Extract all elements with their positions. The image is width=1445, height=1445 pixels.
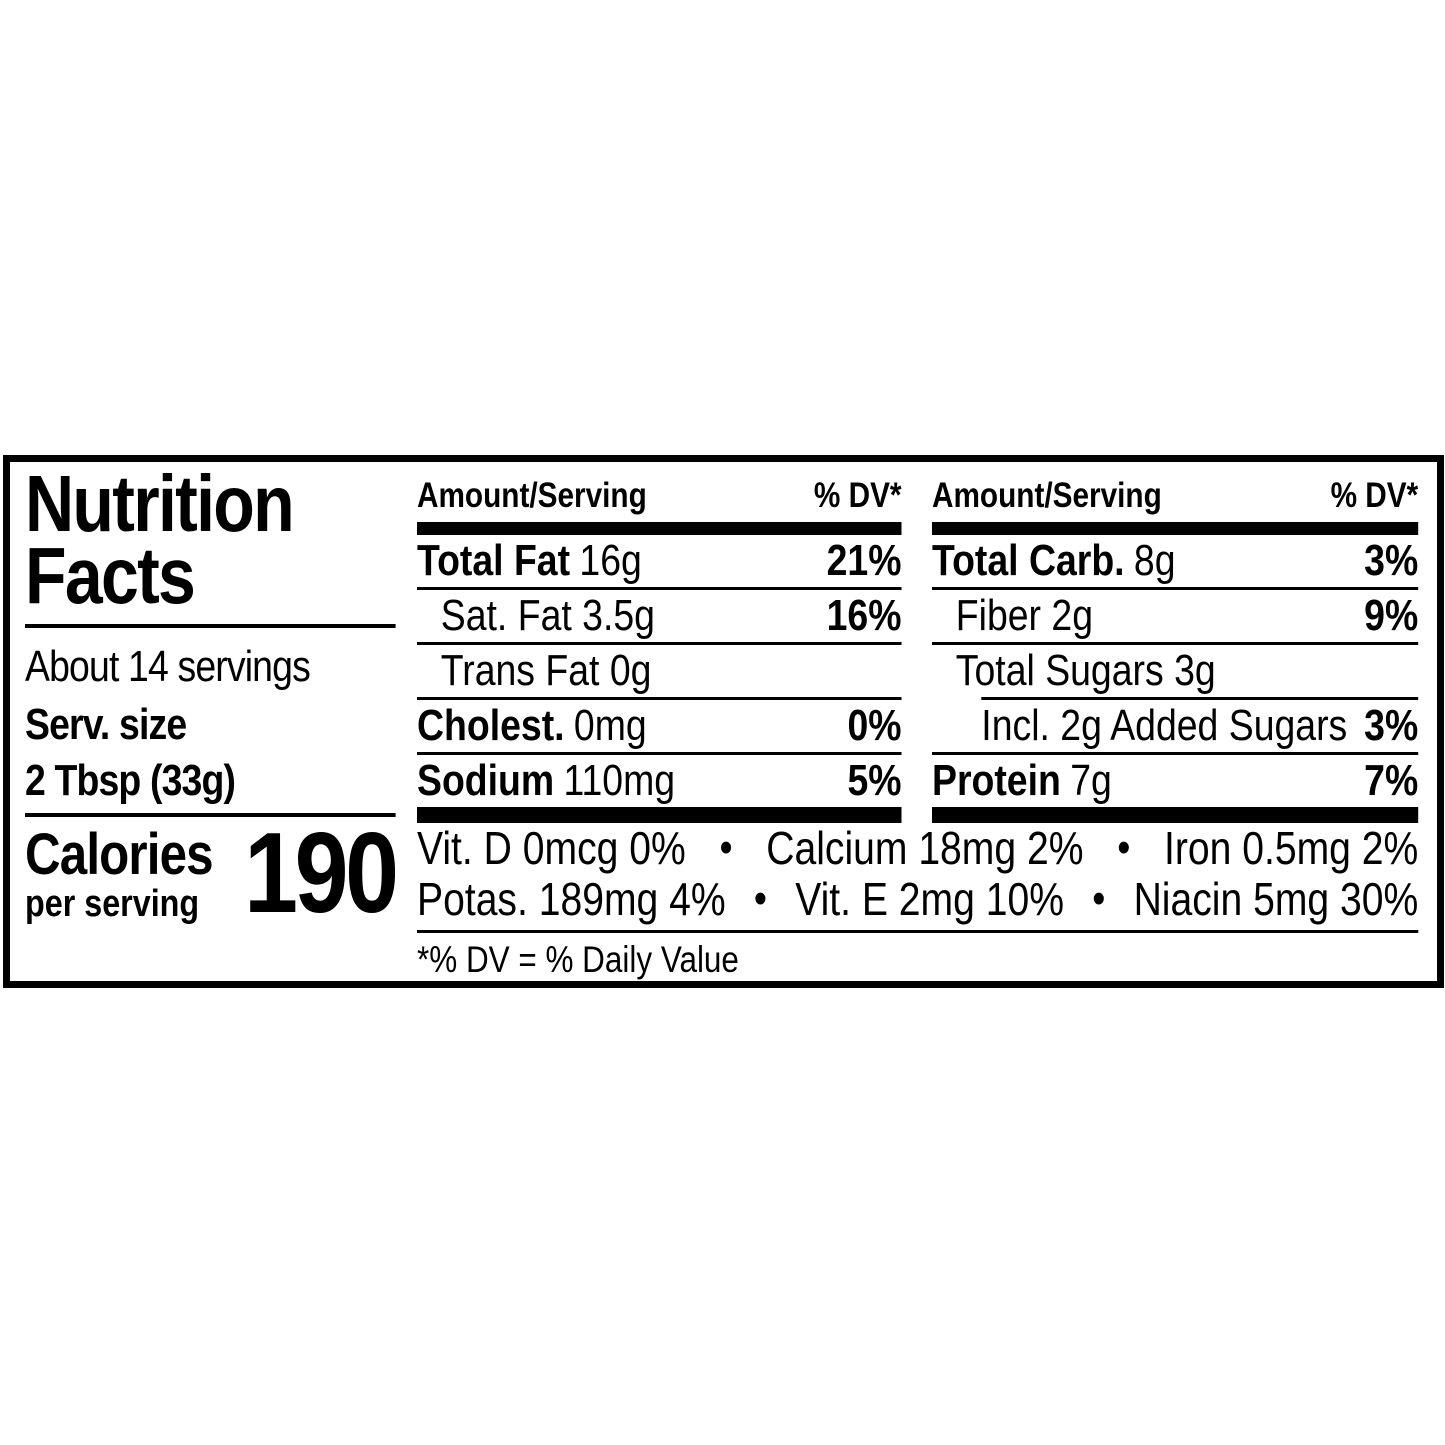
bullet-icon: • [1117, 822, 1131, 872]
divider-line [932, 642, 1419, 645]
dv-value: 3% [1364, 536, 1419, 585]
thick-divider-bar [417, 807, 902, 823]
nutrient-name: Sodium [417, 756, 555, 805]
divider-line [417, 752, 902, 755]
nutrient-amount: 7g [1070, 756, 1112, 805]
micronutrient-item: Niacin 5mg 30% [1133, 872, 1419, 925]
nutrient-name: Incl. 2g Added Sugars [981, 701, 1348, 750]
dv-value: 9% [1364, 591, 1419, 640]
serving-size-value: 2 Tbsp (33g) [25, 756, 236, 805]
nutrient-column-carb-protein: Amount/Serving % DV* Total Carb. 8g 3% Fi… [932, 476, 1419, 823]
panel-title: Nutrition Facts [25, 459, 396, 620]
dv-value: 16% [826, 591, 902, 640]
dv-value: 5% [847, 756, 902, 805]
nutrient-row-cholesterol: Cholest. 0mg 0% [417, 700, 902, 752]
nutrient-row-sodium: Sodium 110mg 5% [417, 755, 902, 807]
panel-title-line2: Facts [25, 531, 196, 620]
summary-column: Nutrition Facts About 14 servings Serv. … [25, 459, 399, 937]
servings-count: About 14 servings [25, 642, 311, 691]
micronutrient-item: Vit. E 2mg 10% [795, 872, 1064, 925]
divider-line [417, 930, 1419, 933]
micronutrient-item: Iron 0.5mg 2% [1163, 821, 1419, 874]
percent-dv-header: % DV* [1330, 476, 1419, 515]
divider-line [932, 752, 1419, 755]
calories-value: 190 [244, 810, 399, 937]
nutrient-amount: 0mg [573, 701, 647, 750]
panel-title-line1: Nutrition [25, 459, 295, 548]
divider-line [25, 813, 396, 817]
nutrient-name: Total Fat [417, 536, 571, 585]
nutrient-column-fat-sodium: Amount/Serving % DV* Total Fat 16g 21% Sa… [417, 476, 902, 823]
column-header: Amount/Serving % DV* [417, 476, 902, 516]
nutrient-amount: 8g [1133, 536, 1176, 585]
nutrient-row-trans-fat: Trans Fat 0g [417, 645, 902, 697]
nutrient-row-total-carb: Total Carb. 8g 3% [932, 535, 1418, 587]
bullet-icon: • [753, 873, 767, 923]
calories-block: Calories per serving 190 [25, 810, 399, 937]
dv-value: 7% [1364, 756, 1419, 805]
amount-serving-header: Amount/Serving [932, 476, 1162, 515]
nutrient-name: Total Sugars 3g [955, 646, 1216, 695]
nutrient-name: Cholest. [417, 701, 565, 750]
nutrition-facts-panel: Nutrition Facts About 14 servings Serv. … [3, 455, 1444, 988]
thick-divider-bar [417, 522, 902, 535]
dv-value: 21% [826, 536, 902, 585]
bullet-icon: • [1092, 873, 1106, 923]
divider-line [981, 697, 1419, 700]
divider-line [25, 624, 396, 628]
bullet-icon: • [719, 822, 733, 872]
divider-line [932, 587, 1419, 590]
calories-sublabel: per serving [25, 883, 200, 925]
divider-line [417, 642, 902, 645]
micronutrients-block: Vit. D 0mcg 0% • Calcium 18mg 2% • Iron … [417, 821, 1419, 980]
micronutrient-item: Potas. 189mg 4% [417, 872, 726, 925]
nutrient-name: Fiber 2g [955, 591, 1094, 640]
dv-value: 0% [847, 701, 902, 750]
micronutrient-item: Vit. D 0mcg 0% [417, 821, 686, 874]
nutrient-amount: 16g [579, 536, 642, 585]
micronutrient-line-2: Potas. 189mg 4% • Vit. E 2mg 10% • Niaci… [417, 872, 1419, 925]
divider-line [417, 587, 902, 590]
nutrient-amount: 110mg [563, 756, 676, 805]
nutrient-row-total-sugars: Total Sugars 3g [932, 645, 1418, 697]
micronutrient-line-1: Vit. D 0mcg 0% • Calcium 18mg 2% • Iron … [417, 821, 1419, 874]
nutrient-row-total-fat: Total Fat 16g 21% [417, 535, 902, 587]
nutrient-row-protein: Protein 7g 7% [932, 755, 1418, 807]
nutrient-row-added-sugars: Incl. 2g Added Sugars 3% [932, 700, 1418, 752]
nutrient-name: Total Carb. [932, 536, 1125, 585]
amount-serving-header: Amount/Serving [417, 476, 647, 515]
micronutrient-item: Calcium 18mg 2% [766, 821, 1084, 874]
column-header: Amount/Serving % DV* [932, 476, 1418, 516]
nutrient-row-sat-fat: Sat. Fat 3.5g 16% [417, 590, 902, 642]
nutrient-name: Protein [932, 756, 1061, 805]
divider-line [417, 697, 902, 700]
nutrient-name: Trans Fat 0g [440, 646, 652, 695]
thick-divider-bar [932, 807, 1419, 823]
calories-label: Calories [25, 822, 214, 887]
serving-size-label: Serv. size [25, 700, 187, 749]
calories-label-group: Calories per serving [25, 822, 214, 925]
nutrient-name: Sat. Fat 3.5g [440, 591, 655, 640]
nutrient-row-fiber: Fiber 2g 9% [932, 590, 1418, 642]
percent-dv-header: % DV* [813, 476, 902, 515]
dv-value: 3% [1364, 701, 1419, 750]
dv-footnote: *% DV = % Daily Value [417, 939, 739, 980]
thick-divider-bar [932, 522, 1419, 535]
